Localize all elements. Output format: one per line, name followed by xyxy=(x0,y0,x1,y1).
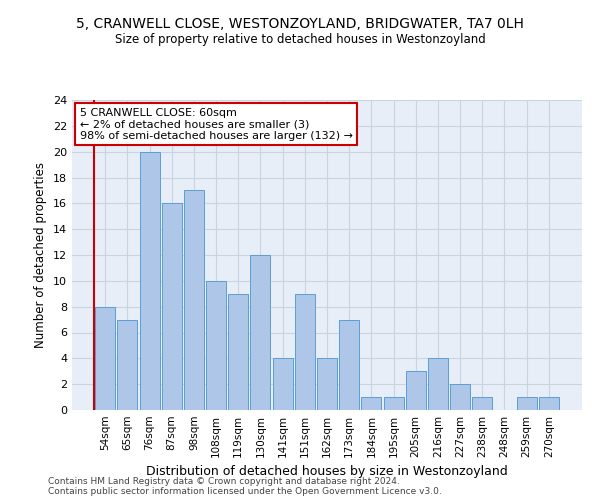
Bar xyxy=(539,397,559,410)
Text: Contains public sector information licensed under the Open Government Licence v3: Contains public sector information licen… xyxy=(48,488,442,496)
Bar xyxy=(295,294,315,410)
X-axis label: Distribution of detached houses by size in Westonzoyland: Distribution of detached houses by size … xyxy=(146,466,508,478)
Bar xyxy=(428,358,448,410)
Text: 5, CRANWELL CLOSE, WESTONZOYLAND, BRIDGWATER, TA7 0LH: 5, CRANWELL CLOSE, WESTONZOYLAND, BRIDGW… xyxy=(76,18,524,32)
Bar xyxy=(228,294,248,410)
Bar xyxy=(162,204,182,410)
Bar xyxy=(118,320,137,410)
Bar xyxy=(250,255,271,410)
Text: Contains HM Land Registry data © Crown copyright and database right 2024.: Contains HM Land Registry data © Crown c… xyxy=(48,478,400,486)
Bar xyxy=(140,152,160,410)
Y-axis label: Number of detached properties: Number of detached properties xyxy=(34,162,47,348)
Bar xyxy=(450,384,470,410)
Bar xyxy=(383,397,404,410)
Bar xyxy=(517,397,536,410)
Text: 5 CRANWELL CLOSE: 60sqm
← 2% of detached houses are smaller (3)
98% of semi-deta: 5 CRANWELL CLOSE: 60sqm ← 2% of detached… xyxy=(80,108,353,141)
Bar xyxy=(272,358,293,410)
Bar xyxy=(361,397,382,410)
Text: Size of property relative to detached houses in Westonzoyland: Size of property relative to detached ho… xyxy=(115,32,485,46)
Bar xyxy=(206,281,226,410)
Bar xyxy=(95,306,115,410)
Bar xyxy=(406,371,426,410)
Bar xyxy=(339,320,359,410)
Bar xyxy=(317,358,337,410)
Bar xyxy=(472,397,492,410)
Bar xyxy=(184,190,204,410)
